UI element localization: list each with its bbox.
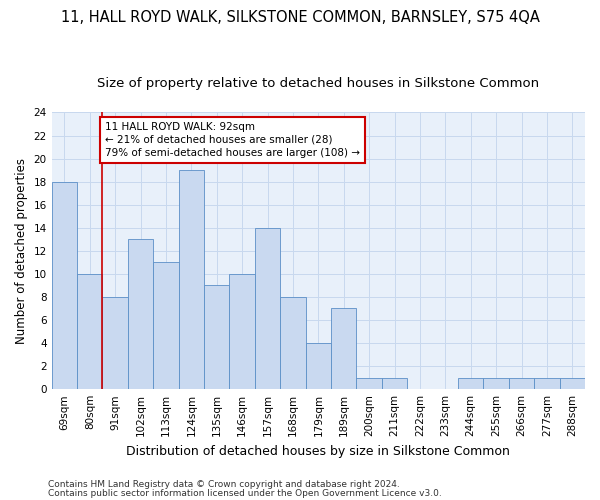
X-axis label: Distribution of detached houses by size in Silkstone Common: Distribution of detached houses by size … xyxy=(127,444,510,458)
Bar xyxy=(534,378,560,389)
Bar xyxy=(356,378,382,389)
Bar xyxy=(509,378,534,389)
Bar xyxy=(103,297,128,389)
Bar xyxy=(255,228,280,389)
Bar xyxy=(179,170,204,389)
Y-axis label: Number of detached properties: Number of detached properties xyxy=(15,158,28,344)
Text: Contains HM Land Registry data © Crown copyright and database right 2024.: Contains HM Land Registry data © Crown c… xyxy=(48,480,400,489)
Text: Contains public sector information licensed under the Open Government Licence v3: Contains public sector information licen… xyxy=(48,488,442,498)
Bar xyxy=(229,274,255,389)
Bar xyxy=(204,286,229,389)
Bar xyxy=(560,378,585,389)
Text: 11, HALL ROYD WALK, SILKSTONE COMMON, BARNSLEY, S75 4QA: 11, HALL ROYD WALK, SILKSTONE COMMON, BA… xyxy=(61,10,539,25)
Bar xyxy=(484,378,509,389)
Bar xyxy=(382,378,407,389)
Bar xyxy=(331,308,356,389)
Bar xyxy=(52,182,77,389)
Bar xyxy=(77,274,103,389)
Bar xyxy=(280,297,305,389)
Bar xyxy=(153,262,179,389)
Bar xyxy=(128,240,153,389)
Bar xyxy=(458,378,484,389)
Text: 11 HALL ROYD WALK: 92sqm
← 21% of detached houses are smaller (28)
79% of semi-d: 11 HALL ROYD WALK: 92sqm ← 21% of detach… xyxy=(105,122,360,158)
Title: Size of property relative to detached houses in Silkstone Common: Size of property relative to detached ho… xyxy=(97,78,539,90)
Bar xyxy=(305,343,331,389)
